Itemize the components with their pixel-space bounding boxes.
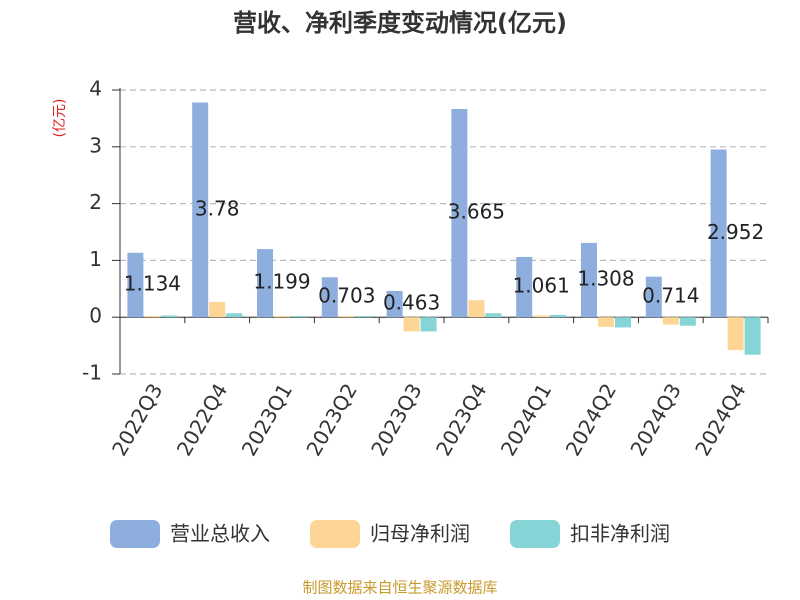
bar: [581, 242, 597, 318]
bar: [257, 249, 273, 318]
bar: [226, 313, 243, 318]
value-label: 1.134: [124, 271, 181, 295]
legend-swatch: [510, 520, 560, 548]
bar: [321, 277, 338, 318]
y-tick-label: 0: [89, 304, 102, 328]
bar: [615, 317, 631, 328]
x-tick-label: 2024Q4: [690, 379, 750, 460]
bar: [403, 317, 420, 332]
bar: [209, 301, 226, 318]
value-label: 1.308: [577, 267, 634, 291]
x-tick-label: 2022Q3: [107, 379, 167, 460]
bar: [451, 109, 468, 318]
bar: [662, 317, 679, 325]
bar: [598, 317, 614, 327]
value-label: 0.714: [642, 283, 699, 307]
value-label: 3.665: [448, 200, 505, 224]
bar: [679, 317, 696, 326]
legend-swatch: [110, 520, 160, 548]
bar: [727, 317, 744, 351]
value-label: 3.78: [195, 196, 240, 220]
source-note: 制图数据来自恒生聚源数据库: [302, 579, 497, 597]
y-tick-label: 3: [89, 133, 102, 157]
bar: [468, 300, 485, 318]
y-axis-label: (亿元): [52, 99, 68, 138]
legend-label: 营业总收入: [170, 522, 270, 546]
bar: [291, 316, 307, 318]
y-tick-label: 4: [89, 77, 102, 101]
legend-label: 归母净利润: [370, 522, 470, 546]
value-label: 0.463: [383, 291, 440, 315]
bar: [338, 316, 355, 318]
y-tick-label: 2: [89, 190, 102, 214]
x-tick-label: 2022Q4: [172, 379, 232, 460]
bar: [127, 252, 144, 318]
y-tick-label: 1: [89, 247, 102, 271]
value-label: 2.952: [707, 220, 764, 244]
bar: [744, 317, 761, 355]
bar: [386, 290, 403, 318]
bar: [550, 314, 567, 318]
bar: [144, 316, 161, 318]
bar: [485, 313, 502, 318]
x-tick-label: 2023Q3: [366, 379, 426, 460]
bar: [192, 102, 209, 318]
bar: [274, 316, 290, 318]
x-tick-label: 2023Q4: [431, 379, 491, 460]
value-label: 1.061: [513, 274, 570, 298]
x-tick-label: 2023Q1: [237, 379, 297, 460]
bar: [420, 317, 437, 332]
bar: [355, 316, 372, 318]
bar: [710, 149, 727, 318]
x-tick-label: 2023Q2: [301, 379, 361, 460]
x-tick-label: 2024Q2: [561, 379, 621, 460]
chart-title: 营收、净利季度变动情况(亿元): [233, 9, 567, 37]
bar: [516, 256, 533, 318]
x-tick-label: 2024Q1: [496, 379, 556, 460]
bar: [533, 315, 550, 318]
bar: [645, 276, 662, 318]
x-tick-label: 2024Q3: [625, 379, 685, 460]
y-tick-label: -1: [82, 361, 102, 385]
bar: [161, 315, 178, 318]
value-label: 1.199: [253, 270, 310, 294]
legend-swatch: [310, 520, 360, 548]
legend-label: 扣非净利润: [570, 522, 670, 546]
value-label: 0.703: [318, 284, 375, 308]
